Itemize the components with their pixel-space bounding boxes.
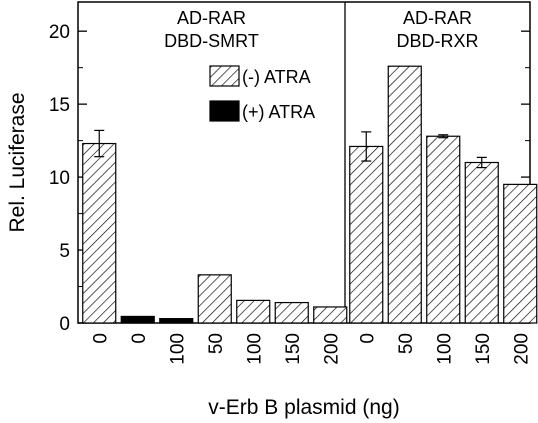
x-tick-label: 100 — [434, 333, 455, 365]
legend-label-plus: (+) ATRA — [242, 102, 315, 122]
x-tick-label: 0 — [129, 333, 150, 344]
panel-title-line2: DBD-RXR — [396, 31, 478, 51]
bar-minus-atra — [197, 274, 232, 324]
bar-minus-atra — [236, 299, 271, 324]
y-tick-label: 15 — [49, 95, 70, 116]
legend-label-minus: (-) ATRA — [242, 67, 311, 87]
y-tick-label: 5 — [59, 241, 70, 262]
plot-area: 0 5 10 15 20 Rel. Luciferase v-Erb B plasmid (… — [6, 1, 538, 419]
panel-title-line1: AD-RAR — [177, 8, 246, 28]
panel-title-line1: AD-RAR — [403, 8, 472, 28]
x-tick-label: 0 — [90, 333, 111, 344]
bar-minus-atra — [426, 135, 461, 324]
legend-swatch-minus — [209, 65, 240, 87]
bar-plus-atra — [159, 318, 194, 324]
bar-plus-atra — [120, 315, 155, 324]
panel-title-line2: DBD-SMRT — [164, 31, 259, 51]
x-tick-label: 50 — [396, 333, 417, 354]
x-tick-label: 150 — [473, 333, 494, 365]
y-tick-label: 10 — [49, 168, 70, 189]
bar-minus-atra — [349, 145, 384, 324]
x-tick-label: 150 — [283, 333, 304, 365]
legend-swatch-plus — [209, 100, 240, 122]
bar-minus-atra — [274, 301, 309, 324]
x-tick-label: 200 — [511, 333, 532, 365]
x-tick-label: 50 — [206, 333, 227, 354]
x-tick-label: 100 — [244, 333, 265, 365]
bar-minus-atra — [387, 65, 422, 324]
x-tick-label: 100 — [167, 333, 188, 365]
x-tick-label: 0 — [357, 333, 378, 344]
bar-minus-atra — [503, 183, 538, 324]
y-axis-title: Rel. Luciferase — [6, 92, 29, 232]
y-tick-label: 20 — [49, 22, 70, 43]
x-tick-label: 200 — [321, 333, 342, 365]
y-tick-label: 0 — [59, 314, 70, 335]
bar-minus-atra — [313, 306, 348, 324]
bar-minus-atra — [464, 161, 499, 324]
x-axis-title: v-Erb B plasmid (ng) — [208, 396, 399, 419]
bar-minus-atra — [82, 142, 117, 324]
